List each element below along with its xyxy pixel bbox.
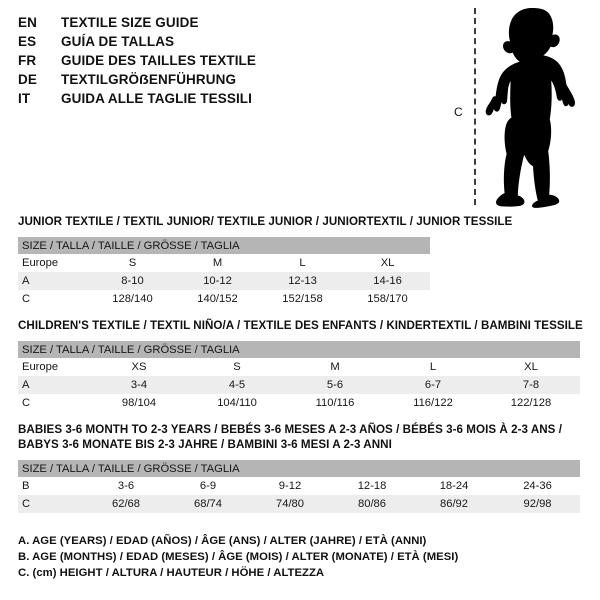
table-cell: 7-8 <box>482 376 580 394</box>
height-measure-label: C <box>454 105 463 119</box>
table-row: A 8-10 10-12 12-13 14-16 <box>18 272 431 290</box>
size-table-babies: SIZE / TALLA / TAILLE / GRÖSSE / TAGLIA … <box>18 460 581 513</box>
size-table-children: SIZE / TALLA / TAILLE / GRÖSSE / TAGLIA … <box>18 341 580 412</box>
language-code: DE <box>18 72 37 87</box>
table-row: A 3-4 4-5 5-6 6-7 7-8 <box>18 376 580 394</box>
size-bar-label: SIZE / TALLA / TAILLE / GRÖSSE / TAGLIA <box>18 237 431 254</box>
table-cell: 122/128 <box>482 394 580 412</box>
table-row: Europe XS S M L XL <box>18 358 580 376</box>
language-code: ES <box>18 34 37 49</box>
row-label: C <box>18 495 85 513</box>
section-junior-textile: JUNIOR TEXTILE / TEXTIL JUNIOR/ TEXTILE … <box>18 214 512 308</box>
row-label: Europe <box>18 254 90 272</box>
size-bar-label: SIZE / TALLA / TAILLE / GRÖSSE / TAGLIA <box>18 460 581 477</box>
table-row: C 128/140 140/152 152/158 158/170 <box>18 290 431 308</box>
guide-title: TEXTILE SIZE GUIDE <box>61 15 199 30</box>
table-cell: 116/122 <box>384 394 482 412</box>
table-cell: 80/86 <box>331 495 413 513</box>
table-cell: XL <box>345 254 431 272</box>
legend-line-c: C. (cm) HEIGHT / ALTURA / HAUTEUR / HÖHE… <box>18 567 325 579</box>
section-babies-textile: BABIES 3-6 MONTH TO 2-3 YEARS / BEBÉS 3-… <box>18 422 581 513</box>
measurement-legend: A. AGE (YEARS) / EDAD (AÑOS) / ÂGE (ANS)… <box>18 533 578 581</box>
table-cell: M <box>175 254 260 272</box>
section-title-line1: BABIES 3-6 MONTH TO 2-3 YEARS / BEBÉS 3-… <box>18 423 563 436</box>
table-cell: 4-5 <box>188 376 286 394</box>
table-cell: L <box>384 358 482 376</box>
table-cell: 68/74 <box>167 495 249 513</box>
table-cell: 152/158 <box>260 290 345 308</box>
table-cell: 14-16 <box>345 272 431 290</box>
row-label: B <box>18 477 85 495</box>
row-label: Europe <box>18 358 90 376</box>
table-cell: M <box>286 358 384 376</box>
guide-title: TEXTILGRÖẞENFÜHRUNG <box>61 72 237 87</box>
guide-title: GUIDE DES TAILLES TEXTILE <box>61 53 257 68</box>
table-cell: 24-36 <box>495 477 581 495</box>
language-row-es: ES GUÍA DE TALLAS <box>18 32 418 51</box>
section-title: JUNIOR TEXTILE / TEXTIL JUNIOR/ TEXTILE … <box>18 215 513 228</box>
table-cell: XS <box>90 358 188 376</box>
language-row-de: DE TEXTILGRÖẞENFÜHRUNG <box>18 70 418 89</box>
table-cell: 5-6 <box>286 376 384 394</box>
section-title-line2: BABYS 3-6 MONATE BIS 2-3 JAHRE / BAMBINI… <box>18 438 392 451</box>
guide-title: GUIDA ALLE TAGLIE TESSILI <box>61 91 252 106</box>
table-cell: 18-24 <box>413 477 495 495</box>
table-cell: 128/140 <box>90 290 175 308</box>
language-code: IT <box>18 91 31 106</box>
table-cell: 10-12 <box>175 272 260 290</box>
language-code: FR <box>18 53 37 68</box>
table-header-bar: SIZE / TALLA / TAILLE / GRÖSSE / TAGLIA <box>18 237 431 254</box>
table-row: B 3-6 6-9 9-12 12-18 18-24 24-36 <box>18 477 581 495</box>
table-cell: 3-6 <box>85 477 167 495</box>
language-header: EN TEXTILE SIZE GUIDE ES GUÍA DE TALLAS … <box>18 13 418 108</box>
table-cell: XL <box>482 358 580 376</box>
table-cell: L <box>260 254 345 272</box>
table-cell: 3-4 <box>90 376 188 394</box>
child-silhouette-icon <box>485 8 575 208</box>
table-row: C 62/68 68/74 74/80 80/86 86/92 92/98 <box>18 495 581 513</box>
row-label: C <box>18 394 90 412</box>
table-cell: 12-18 <box>331 477 413 495</box>
legend-line-a: A. AGE (YEARS) / EDAD (AÑOS) / ÂGE (ANS)… <box>18 535 427 547</box>
table-cell: 74/80 <box>249 495 331 513</box>
row-label: A <box>18 376 90 394</box>
table-cell: 92/98 <box>495 495 581 513</box>
table-cell: 158/170 <box>345 290 431 308</box>
measurement-illustration: C <box>440 0 600 212</box>
table-row: C 98/104 104/110 110/116 116/122 122/128 <box>18 394 580 412</box>
language-row-it: IT GUIDA ALLE TAGLIE TESSILI <box>18 89 418 108</box>
table-cell: 6-7 <box>384 376 482 394</box>
section-children-textile: CHILDREN'S TEXTILE / TEXTIL NIÑO/A / TEX… <box>18 318 583 412</box>
table-cell: 98/104 <box>90 394 188 412</box>
guide-title: GUÍA DE TALLAS <box>61 34 175 49</box>
table-cell: 104/110 <box>188 394 286 412</box>
table-cell: 140/152 <box>175 290 260 308</box>
table-cell: S <box>90 254 175 272</box>
table-cell: S <box>188 358 286 376</box>
table-cell: 62/68 <box>85 495 167 513</box>
legend-line-b: B. AGE (MONTHS) / EDAD (MESES) / ÂGE (MO… <box>18 551 459 563</box>
row-label: A <box>18 272 90 290</box>
table-header-bar: SIZE / TALLA / TAILLE / GRÖSSE / TAGLIA <box>18 460 581 477</box>
dashed-height-line-icon <box>474 8 476 205</box>
language-row-fr: FR GUIDE DES TAILLES TEXTILE <box>18 51 418 70</box>
table-cell: 8-10 <box>90 272 175 290</box>
table-cell: 12-13 <box>260 272 345 290</box>
table-cell: 110/116 <box>286 394 384 412</box>
language-code: EN <box>18 15 37 30</box>
size-bar-label: SIZE / TALLA / TAILLE / GRÖSSE / TAGLIA <box>18 341 580 358</box>
table-cell: 6-9 <box>167 477 249 495</box>
row-label: C <box>18 290 90 308</box>
language-row-en: EN TEXTILE SIZE GUIDE <box>18 13 418 32</box>
table-header-bar: SIZE / TALLA / TAILLE / GRÖSSE / TAGLIA <box>18 341 580 358</box>
table-cell: 9-12 <box>249 477 331 495</box>
table-row: Europe S M L XL <box>18 254 431 272</box>
section-title: CHILDREN'S TEXTILE / TEXTIL NIÑO/A / TEX… <box>18 319 583 332</box>
table-cell: 86/92 <box>413 495 495 513</box>
size-table-junior: SIZE / TALLA / TAILLE / GRÖSSE / TAGLIA … <box>18 237 431 308</box>
